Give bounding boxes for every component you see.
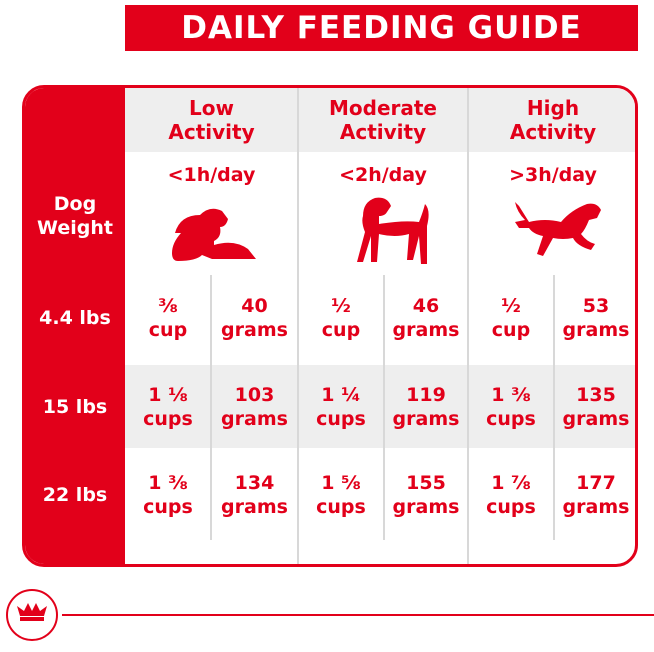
feeding-table: Dog Weight Low Activity <1h/day Moderate Ac…: [22, 85, 638, 567]
cup-cell: 1 ⅝ cups: [298, 450, 384, 540]
title: DAILY FEEDING GUIDE: [181, 10, 582, 46]
unit: grams: [221, 496, 288, 518]
activity-time: <1h/day: [167, 164, 256, 186]
row-header: Dog Weight: [37, 193, 113, 239]
sub-divider: [553, 275, 555, 540]
unit: grams: [562, 496, 630, 518]
grams-cell: 119 grams: [384, 365, 468, 448]
unit: cup: [321, 318, 361, 341]
unit: grams: [221, 407, 288, 430]
sub-divider: [210, 275, 212, 540]
cup-cell: 1 ⅛ cups: [125, 365, 211, 448]
unit: cups: [143, 496, 193, 518]
cup-cell: 1 ⅞ cups: [468, 450, 554, 540]
unit: cup: [148, 318, 188, 341]
grams-cell: 46 grams: [384, 275, 468, 360]
dog-icon-low: [172, 208, 256, 261]
dog-icon-high: [515, 202, 601, 256]
title-banner: DAILY FEEDING GUIDE: [125, 5, 638, 51]
grams-cell: 103 grams: [211, 365, 298, 448]
amount: 53: [582, 294, 610, 317]
cup-cell: ½ cup: [298, 275, 384, 360]
amount: ⅜: [158, 294, 178, 317]
weight-column: [25, 88, 125, 564]
column-label: Moderate Activity: [328, 96, 437, 144]
unit: grams: [392, 318, 460, 341]
crown: [17, 603, 47, 621]
column-label: Low Activity: [168, 96, 255, 144]
amount: 1 ⅜: [491, 383, 531, 406]
amount: 46: [412, 294, 440, 317]
weight-label: 15 lbs: [42, 395, 108, 418]
amount: 103: [234, 383, 275, 406]
unit: grams: [562, 318, 630, 341]
grams-cell: 134 grams: [211, 450, 298, 540]
unit: grams: [562, 407, 630, 430]
amount: 1 ⅞: [491, 472, 531, 494]
activity-time: <2h/day: [339, 164, 427, 186]
grams-cell: 40 grams: [211, 275, 298, 360]
column-divider: [467, 88, 469, 564]
footer: [6, 589, 654, 641]
dog-icon-moderate: [357, 197, 429, 264]
amount: 1 ¼: [321, 383, 361, 406]
grams-cell: 53 grams: [554, 275, 635, 360]
dog-icons: [172, 197, 601, 264]
column-divider: [297, 88, 299, 564]
amount: 1 ⅝: [321, 472, 361, 494]
grams-cell: 155 grams: [384, 450, 468, 540]
cup-cell: 1 ⅜ cups: [468, 365, 554, 448]
column-label: High Activity: [509, 96, 597, 144]
unit: cups: [143, 407, 193, 430]
amount: 1 ⅜: [148, 472, 188, 494]
unit: cups: [486, 407, 536, 430]
unit: grams: [221, 318, 288, 341]
activity-time: >3h/day: [509, 164, 597, 186]
unit: grams: [392, 496, 460, 518]
unit: cups: [316, 407, 366, 430]
weight-label: 4.4 lbs: [39, 306, 111, 329]
weight-label: 22 lbs: [42, 484, 108, 506]
amount: 40: [241, 294, 268, 317]
unit: grams: [392, 407, 460, 430]
header-row-bg: [125, 88, 635, 152]
grams-cell: 135 grams: [554, 365, 635, 448]
amount: 134: [234, 472, 275, 494]
amount: 1 ⅛: [148, 383, 188, 406]
sub-divider: [383, 275, 385, 540]
amount: 119: [406, 383, 446, 406]
cup-cell: 1 ¼ cups: [298, 365, 384, 448]
unit: cups: [486, 496, 536, 518]
amount: 135: [576, 383, 616, 406]
amount: ½: [501, 294, 521, 317]
grams-cell: 177 grams: [554, 450, 635, 540]
unit: cup: [491, 318, 531, 341]
amount: ½: [331, 294, 351, 317]
cup-cell: 1 ⅜ cups: [125, 450, 211, 540]
cup-cell: ½ cup: [468, 275, 554, 360]
amount: 177: [576, 472, 616, 494]
cup-cell: ⅜ cup: [125, 275, 211, 360]
unit: cups: [316, 496, 366, 518]
amount: 155: [406, 472, 446, 494]
